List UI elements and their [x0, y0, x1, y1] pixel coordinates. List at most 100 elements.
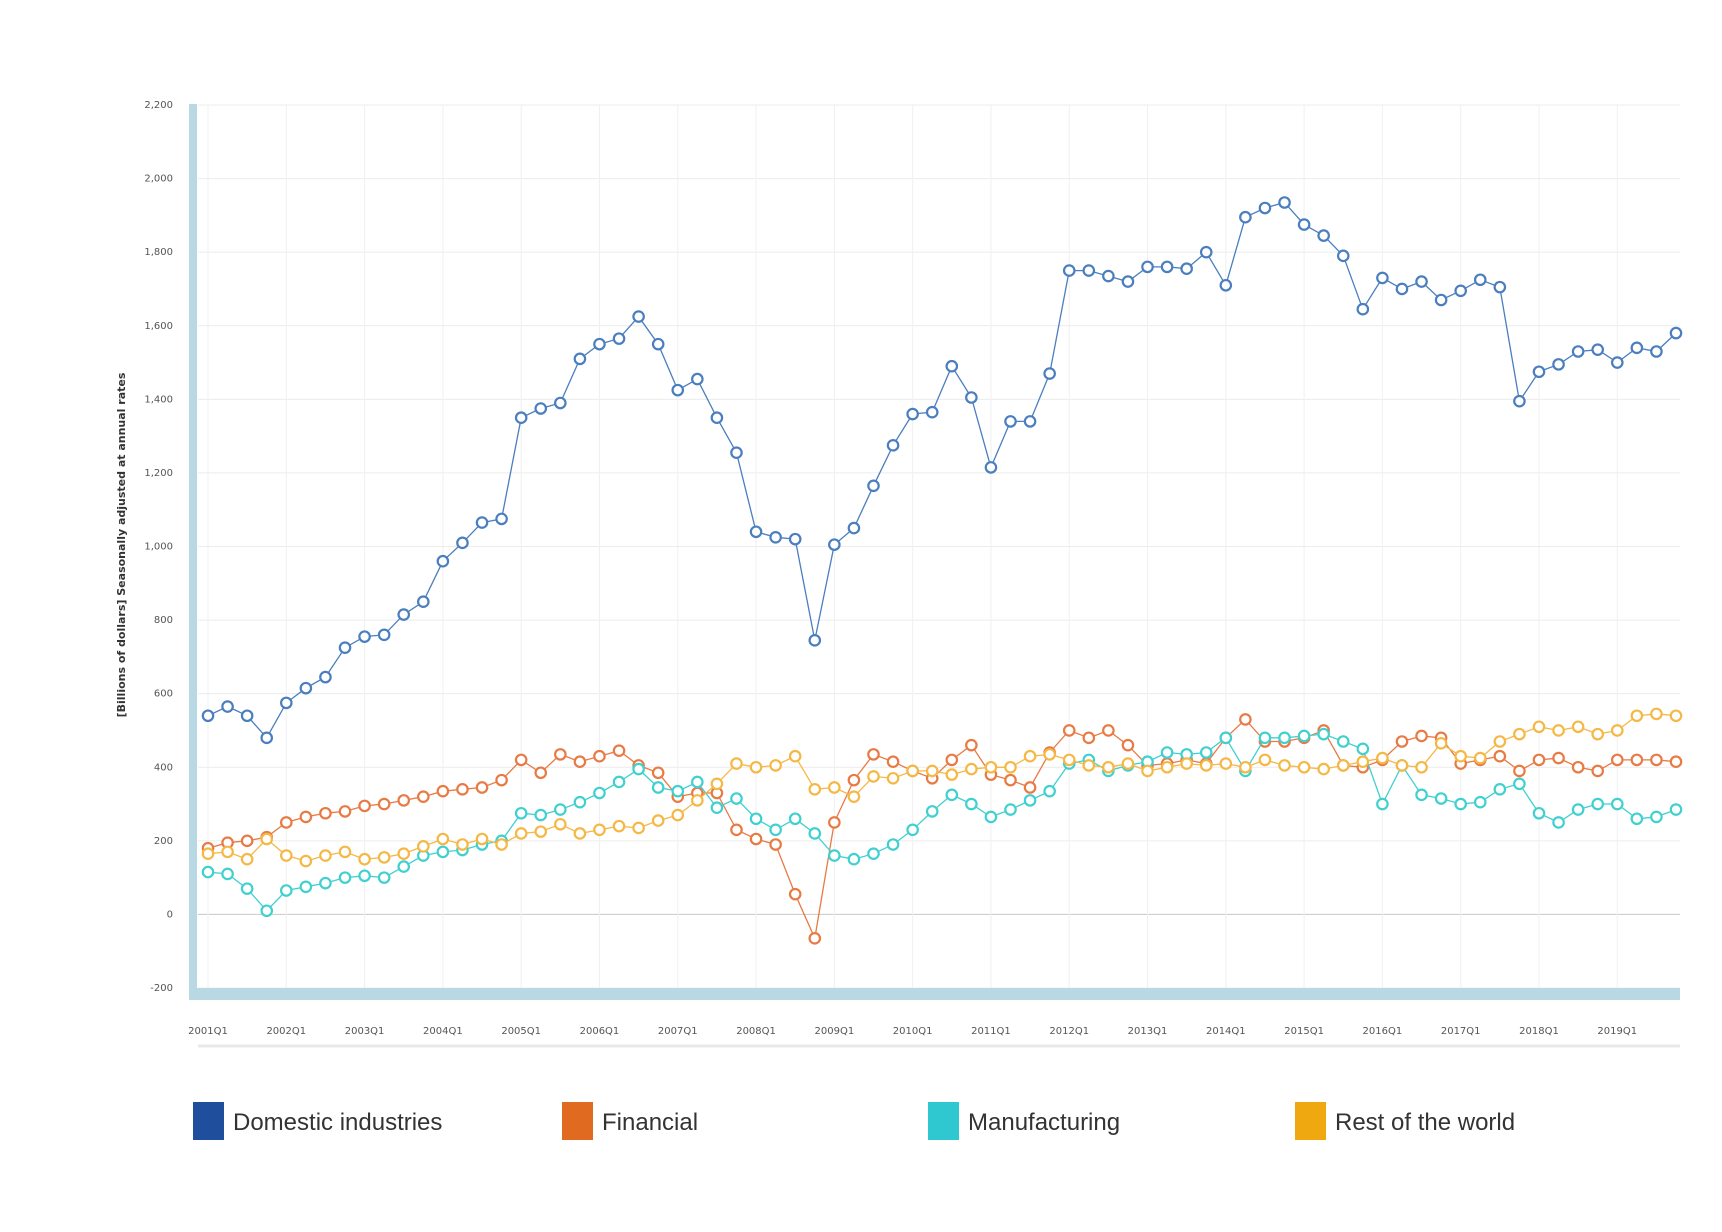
- data-point-domestic-industries: [1317, 229, 1330, 242]
- data-point-domestic-industries: [417, 595, 430, 608]
- data-point-domestic-industries: [1532, 365, 1546, 379]
- data-point-domestic-industries: [397, 608, 411, 621]
- series-line-rest-of-the-world: [207, 713, 1677, 862]
- data-point-manufacturing: [1415, 788, 1428, 802]
- data-point-manufacturing: [554, 803, 567, 816]
- data-point-domestic-industries: [710, 411, 724, 425]
- data-point-rest-of-the-world: [240, 852, 254, 866]
- y-tick-label: 600: [154, 689, 173, 700]
- data-point-financial: [338, 805, 352, 818]
- data-point-rest-of-the-world: [1102, 760, 1115, 774]
- data-point-rest-of-the-world: [397, 847, 411, 861]
- data-point-domestic-industries: [808, 634, 822, 647]
- data-point-domestic-industries: [514, 411, 528, 425]
- data-point-rest-of-the-world: [1043, 748, 1056, 761]
- data-point-domestic-industries: [847, 521, 861, 535]
- data-point-financial: [1610, 753, 1624, 767]
- data-point-rest-of-the-world: [945, 768, 959, 781]
- x-tick-label: 2018Q1: [1519, 1026, 1559, 1037]
- series-line-financial: [207, 718, 1677, 941]
- data-point-domestic-industries: [1160, 260, 1174, 274]
- data-point-domestic-industries: [1571, 345, 1585, 358]
- legend-swatch-manufacturing: [928, 1102, 959, 1140]
- x-tick-label: 2017Q1: [1441, 1026, 1481, 1037]
- data-point-rest-of-the-world: [1219, 757, 1233, 770]
- data-point-financial: [1630, 753, 1644, 767]
- data-point-manufacturing: [1493, 783, 1507, 796]
- data-point-manufacturing: [1023, 794, 1037, 807]
- data-point-financial: [749, 832, 763, 846]
- x-tick-label: 2014Q1: [1206, 1026, 1246, 1037]
- data-point-rest-of-the-world: [808, 783, 822, 796]
- data-point-domestic-industries: [867, 479, 880, 493]
- data-point-manufacturing: [1160, 746, 1174, 759]
- y-tick-label: 1,000: [144, 542, 173, 553]
- data-point-manufacturing: [436, 845, 450, 859]
- data-point-rest-of-the-world: [730, 757, 743, 770]
- data-point-financial: [456, 783, 469, 796]
- data-point-domestic-industries: [1043, 367, 1056, 380]
- data-point-financial: [279, 816, 293, 829]
- data-point-financial: [436, 784, 450, 798]
- y-axis-label: [Billions of dollars] Seasonally adjuste…: [115, 372, 128, 717]
- data-point-rest-of-the-world: [1004, 760, 1017, 774]
- data-point-domestic-industries: [1669, 326, 1683, 340]
- data-point-rest-of-the-world: [554, 817, 567, 831]
- data-point-domestic-industries: [1395, 282, 1409, 296]
- data-point-domestic-industries: [612, 332, 626, 345]
- series-domestic-industries: [201, 196, 1683, 745]
- data-point-manufacturing: [828, 849, 841, 862]
- data-point-manufacturing: [377, 871, 391, 884]
- data-point-manufacturing: [534, 808, 548, 822]
- data-point-rest-of-the-world: [1336, 759, 1350, 772]
- data-point-domestic-industries: [769, 531, 782, 544]
- data-point-manufacturing: [573, 795, 587, 809]
- data-point-domestic-industries: [1258, 201, 1272, 215]
- y-tick-label: 1,400: [144, 394, 173, 405]
- data-point-manufacturing: [808, 827, 822, 840]
- data-point-financial: [593, 749, 606, 763]
- data-point-financial: [1023, 781, 1037, 794]
- data-point-manufacturing: [1669, 803, 1683, 816]
- data-point-manufacturing: [1434, 792, 1448, 805]
- data-point-rest-of-the-world: [1278, 759, 1291, 772]
- data-point-manufacturing: [1258, 731, 1272, 745]
- data-point-domestic-industries: [1552, 358, 1565, 371]
- data-point-financial: [1552, 751, 1565, 765]
- data-point-manufacturing: [593, 786, 606, 800]
- data-point-manufacturing: [886, 838, 900, 851]
- x-tick-label: 2004Q1: [423, 1026, 463, 1037]
- x-tick-label: 2002Q1: [266, 1026, 306, 1037]
- data-point-domestic-industries: [299, 681, 313, 695]
- data-point-rest-of-the-world: [358, 852, 371, 866]
- data-point-manufacturing: [1571, 803, 1585, 816]
- x-tick-label: 2009Q1: [815, 1026, 855, 1037]
- data-point-rest-of-the-world: [867, 770, 880, 783]
- data-point-manufacturing: [847, 852, 861, 866]
- data-point-rest-of-the-world: [1356, 755, 1370, 769]
- data-point-financial: [1395, 735, 1409, 748]
- data-point-rest-of-the-world: [1532, 720, 1546, 734]
- y-tick-label: 0: [167, 909, 173, 920]
- legend-item-domestic-industries: Domestic industries: [193, 1102, 442, 1140]
- data-point-financial: [1493, 749, 1507, 763]
- x-tick-label: 2011Q1: [971, 1026, 1011, 1037]
- data-point-rest-of-the-world: [1297, 760, 1311, 774]
- data-point-manufacturing: [338, 871, 352, 884]
- data-point-financial: [1669, 755, 1683, 769]
- data-point-rest-of-the-world: [906, 764, 919, 778]
- data-point-financial: [534, 766, 548, 780]
- data-point-rest-of-the-world: [925, 764, 939, 778]
- data-point-domestic-industries: [1376, 271, 1389, 285]
- data-point-rest-of-the-world: [1082, 759, 1096, 772]
- data-point-rest-of-the-world: [534, 825, 548, 838]
- data-point-manufacturing: [240, 882, 254, 895]
- data-point-rest-of-the-world: [1493, 735, 1507, 748]
- data-point-rest-of-the-world: [1023, 749, 1037, 763]
- data-point-domestic-industries: [1278, 196, 1291, 209]
- x-tick-label: 2013Q1: [1128, 1026, 1168, 1037]
- data-point-manufacturing: [925, 805, 939, 818]
- data-point-domestic-industries: [1082, 264, 1096, 277]
- data-point-domestic-industries: [554, 396, 567, 410]
